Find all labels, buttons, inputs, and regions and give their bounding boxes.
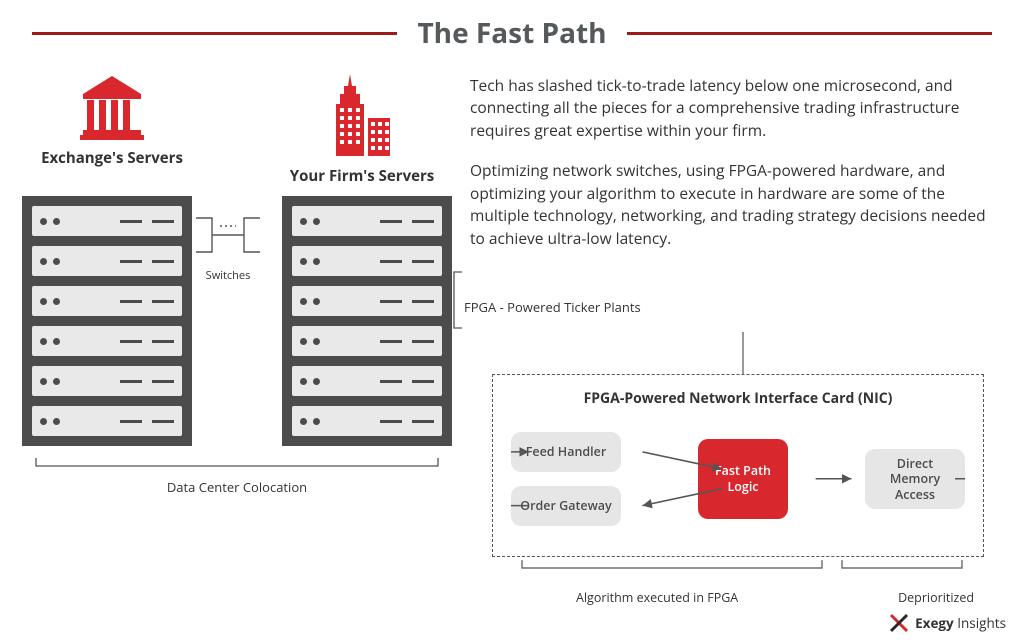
- rack-unit: [292, 246, 442, 276]
- header-rule-left: [32, 32, 397, 35]
- right-panel: Tech has slashed tick-to-trade latency b…: [452, 74, 1002, 496]
- fpga-ticker-callout: FPGA - Powered Ticker Plants: [464, 298, 641, 316]
- rack-unit: [32, 286, 182, 316]
- exchange-rack: [22, 196, 192, 446]
- nic-under-labels: Algorithm executed in FPGA Deprioritized: [492, 589, 984, 606]
- page-title: The Fast Path: [397, 14, 626, 52]
- rack-unit: [292, 326, 442, 356]
- rack-unit: [292, 366, 442, 396]
- rack-unit: [32, 206, 182, 236]
- firm-rack: [282, 196, 452, 446]
- nic-title: FPGA-Powered Network Interface Card (NIC…: [511, 389, 965, 408]
- firm-column-header: Your Firm's Servers: [272, 74, 452, 186]
- dma-node: Direct Memory Access: [865, 449, 965, 509]
- rack-unit: [32, 246, 182, 276]
- feed-handler-node: Feed Handler: [511, 432, 621, 472]
- nic-under-brackets: [492, 558, 984, 574]
- firm-label: Your Firm's Servers: [272, 166, 452, 186]
- switches-label: Switches: [206, 268, 251, 283]
- fpga-ticker-label: FPGA - Powered Ticker Plants: [464, 298, 641, 316]
- exchange-column-header: Exchange's Servers: [22, 74, 202, 186]
- rack-unit: [32, 406, 182, 436]
- exchange-building-icon: [77, 74, 147, 142]
- nic-under-right: Deprioritized: [898, 589, 974, 606]
- rack-unit: [292, 286, 442, 316]
- rack-unit: [32, 366, 182, 396]
- rack-unit: [292, 206, 442, 236]
- rack-unit: [32, 326, 182, 356]
- nic-box: FPGA-Powered Network Interface Card (NIC…: [492, 374, 984, 557]
- intro-paragraph-1: Tech has slashed tick-to-trade latency b…: [470, 74, 990, 141]
- order-gateway-node: Order Gateway: [511, 486, 621, 526]
- exchange-label: Exchange's Servers: [22, 148, 202, 168]
- switches-connector: Switches: [194, 196, 262, 283]
- intro-paragraph-2: Optimizing network switches, using FPGA-…: [470, 159, 990, 249]
- footer-logo: Exegy Insights: [889, 613, 1006, 633]
- nic-under-left: Algorithm executed in FPGA: [576, 589, 738, 606]
- firm-building-icon: [322, 74, 402, 160]
- exegy-logo-icon: [889, 613, 909, 633]
- header-rule-right: [627, 32, 992, 35]
- rack-unit: [292, 406, 442, 436]
- datacenter-diagram: Exchange's Servers: [22, 74, 452, 496]
- nic-diagram: FPGA-Powered Network Interface Card (NIC…: [492, 374, 984, 606]
- footer-text: Exegy Insights: [915, 614, 1006, 632]
- header: The Fast Path: [0, 0, 1024, 56]
- colocation-bracket: Data Center Colocation: [22, 456, 452, 496]
- nic-lead-line: [742, 332, 744, 374]
- colocation-label: Data Center Colocation: [22, 478, 452, 496]
- fast-path-logic-node: Fast Path Logic: [698, 439, 788, 519]
